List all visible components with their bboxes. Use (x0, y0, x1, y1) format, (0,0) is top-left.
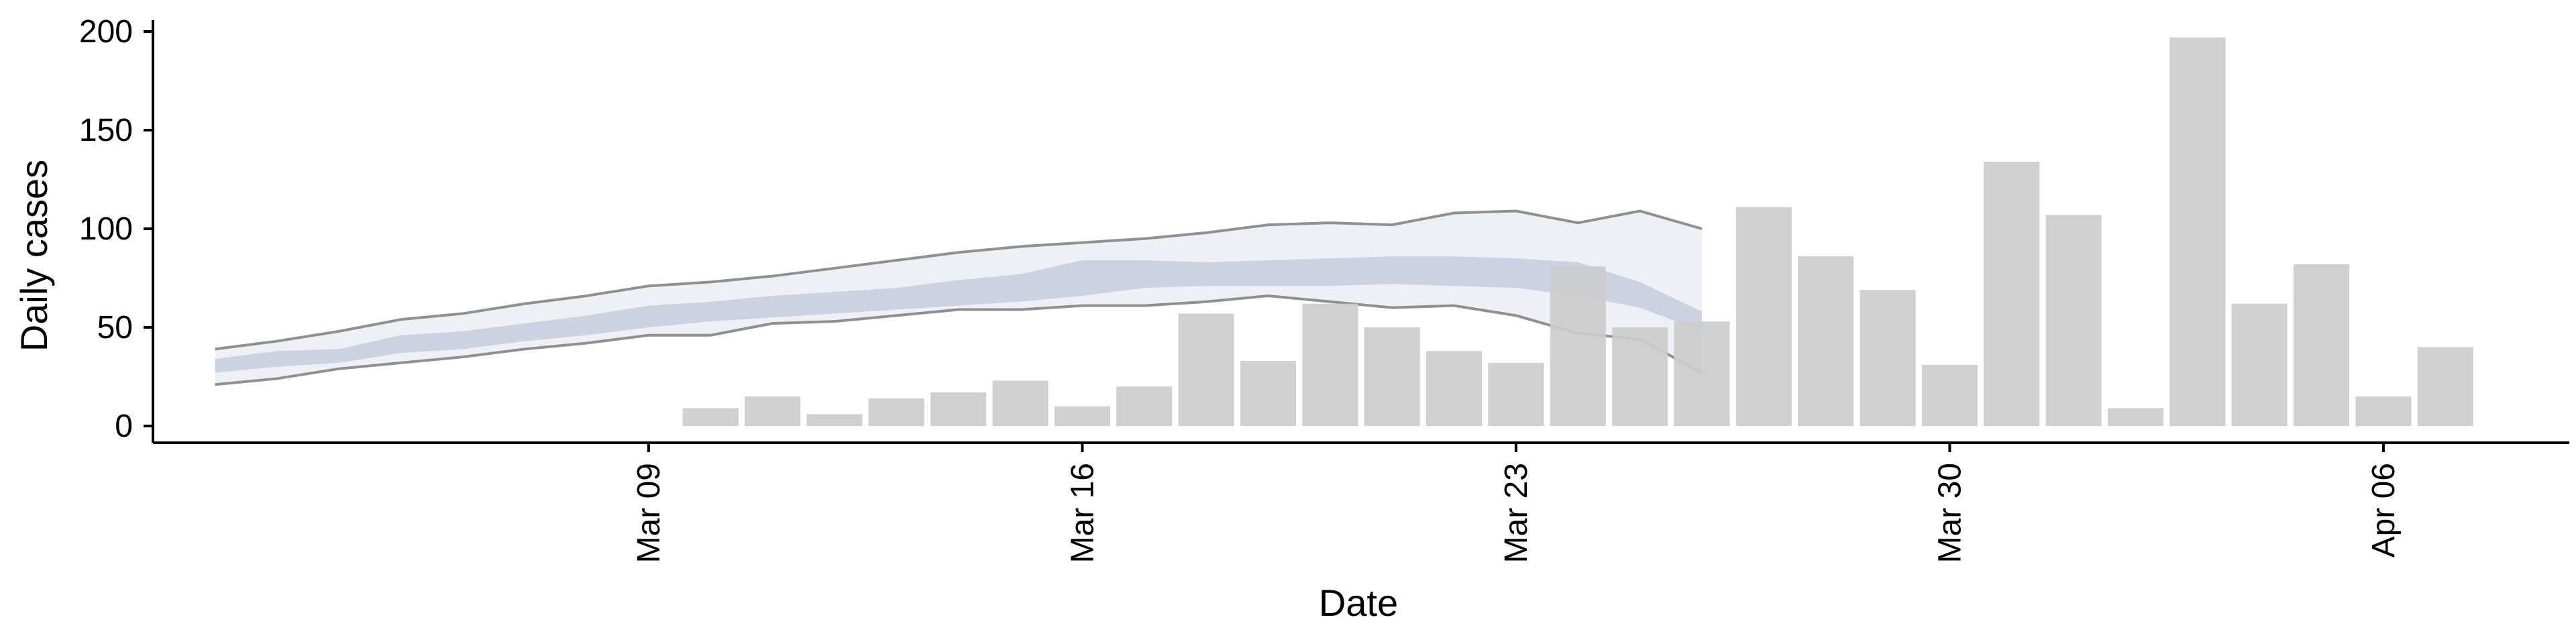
x-axis-title: Date (1319, 582, 1398, 624)
bar-2020-03-10 (682, 408, 739, 426)
bar-2020-03-19 (1240, 361, 1296, 426)
bar-2020-03-11 (745, 396, 801, 426)
bar-2020-03-16 (1054, 406, 1110, 426)
bar-2020-03-29 (1860, 290, 1916, 426)
bar-2020-03-26 (1674, 321, 1730, 426)
x-tick-label-2020-04-06: Apr 06 (2366, 463, 2402, 557)
bar-2020-03-30 (1921, 364, 1978, 426)
bar-2020-03-27 (1735, 207, 1792, 426)
bar-2020-04-02 (2107, 408, 2163, 426)
bar-2020-03-15 (992, 380, 1049, 426)
bar-2020-04-06 (2355, 396, 2412, 426)
x-tick-label-2020-03-30: Mar 30 (1932, 463, 1968, 563)
x-tick-label-2020-03-16: Mar 16 (1065, 463, 1100, 563)
bar-2020-04-07 (2417, 347, 2473, 426)
bar-2020-04-01 (2045, 215, 2102, 426)
y-axis-title: Daily cases (13, 160, 55, 352)
bar-2020-03-20 (1302, 303, 1358, 426)
bar-2020-03-18 (1178, 313, 1234, 426)
bar-2020-03-23 (1488, 362, 1544, 426)
x-tick-label-2020-03-09: Mar 09 (631, 463, 667, 563)
bar-2020-03-14 (930, 392, 987, 426)
bar-2020-03-17 (1116, 386, 1173, 426)
lower-bound-line (215, 294, 1703, 386)
inner-interval-band (215, 256, 1702, 373)
y-tick-label-100: 100 (79, 211, 133, 247)
bar-2020-03-28 (1798, 256, 1854, 426)
forecast-bands (215, 209, 1703, 386)
y-tick-label-200: 200 (79, 14, 133, 50)
axes: 0 50 100 150 200 Mar 09 Mar 16 Mar 23 Mar 30 Apr … (79, 14, 2569, 563)
bar-2020-03-13 (868, 398, 924, 426)
outer-interval-band (215, 211, 1702, 385)
bar-2020-04-04 (2231, 303, 2288, 426)
bar-2020-03-25 (1612, 327, 1668, 426)
y-tick-label-150: 150 (79, 113, 133, 148)
upper-bound-line (215, 209, 1703, 351)
y-tick-label-50: 50 (97, 310, 133, 345)
bar-2020-04-03 (2169, 37, 2226, 427)
bar-2020-03-12 (806, 414, 863, 426)
x-tick-label-2020-03-23: Mar 23 (1499, 463, 1534, 563)
bar-2020-03-21 (1364, 327, 1420, 426)
bar-2020-03-22 (1426, 351, 1483, 426)
bars-layer (682, 37, 2473, 427)
bar-2020-04-05 (2294, 264, 2350, 426)
y-tick-label-0: 0 (115, 409, 133, 444)
bar-2020-03-24 (1550, 266, 1606, 426)
bar-2020-03-31 (1984, 162, 2040, 426)
